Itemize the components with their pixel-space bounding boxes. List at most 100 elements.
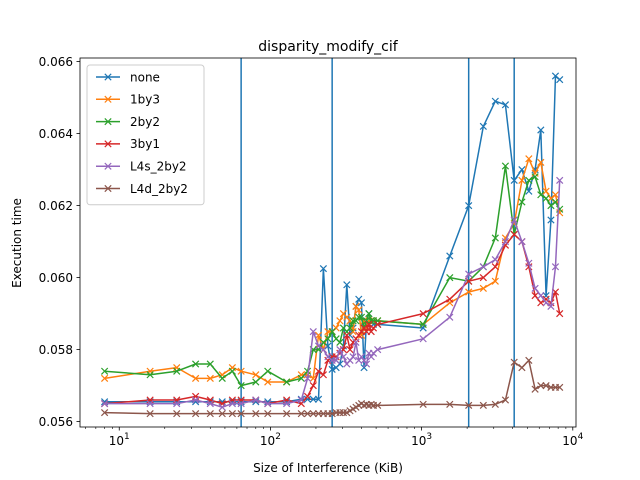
data-point-marker	[218, 410, 226, 418]
data-point-marker	[252, 371, 260, 379]
data-point-marker	[547, 302, 555, 311]
x-tick-label: 103	[411, 432, 432, 448]
y-axis-title: Execution time	[10, 198, 24, 288]
data-point-marker	[479, 284, 487, 293]
data-point-marker	[491, 255, 499, 264]
data-point-marker	[349, 353, 357, 361]
data-point-marker	[374, 320, 382, 329]
data-point-marker	[446, 400, 454, 408]
data-point-marker	[374, 401, 382, 410]
data-point-marker	[336, 345, 344, 354]
data-point-marker	[374, 345, 382, 354]
data-point-marker	[100, 374, 109, 383]
data-point-marker	[218, 374, 226, 383]
data-point-marker	[297, 396, 305, 404]
data-point-marker	[206, 399, 214, 408]
data-point-marker	[355, 306, 363, 314]
data-point-marker	[346, 345, 354, 354]
data-point-marker	[228, 410, 236, 418]
data-point-marker	[518, 198, 526, 206]
data-point-marker	[501, 237, 510, 246]
data-point-marker	[228, 367, 236, 375]
data-point-marker	[367, 327, 375, 336]
data-point-marker	[542, 299, 550, 307]
data-point-marker	[264, 378, 272, 386]
data-point-marker	[173, 367, 181, 375]
data-point-marker	[173, 399, 181, 408]
legend-swatch-marker	[104, 73, 112, 81]
data-point-marker	[314, 395, 323, 403]
legend-label: 2by2	[130, 115, 160, 129]
data-point-marker	[328, 365, 336, 374]
data-point-marker	[314, 367, 323, 375]
data-point-marker	[332, 356, 340, 365]
data-point-marker	[146, 410, 154, 418]
data-point-marker	[446, 252, 454, 260]
data-point-marker	[446, 313, 454, 321]
data-point-marker	[309, 327, 317, 336]
data-point-marker	[264, 410, 272, 418]
data-point-marker	[510, 230, 518, 239]
data-point-marker	[146, 399, 154, 408]
legend-item: 2by2	[96, 115, 160, 129]
data-point-marker	[531, 173, 539, 181]
data-point-marker	[336, 338, 344, 347]
data-point-marker	[100, 367, 109, 375]
data-point-marker	[479, 263, 487, 271]
data-point-marker	[264, 367, 272, 375]
chart-title: disparity_modify_cif	[258, 39, 398, 55]
data-point-marker	[491, 277, 499, 285]
legend-label: L4s_2by2	[130, 160, 187, 174]
legend-item: L4d_2by2	[96, 182, 188, 196]
legend-label: none	[130, 70, 160, 84]
data-point-marker	[324, 335, 332, 343]
series-line-L4s_2by2	[104, 180, 561, 408]
plot-area: 0.056 0.058 0.060 0.062 0.064 0.066 101 102 103 1…	[39, 55, 584, 448]
data-point-marker	[542, 381, 550, 390]
data-point-marker	[218, 403, 226, 411]
y-tick-label: 0.060	[39, 271, 73, 285]
data-point-marker	[343, 281, 351, 289]
series-line-2by2	[104, 165, 561, 387]
data-point-marker	[551, 263, 560, 271]
data-point-marker	[303, 392, 312, 401]
data-point-marker	[303, 410, 312, 418]
data-point-marker	[491, 97, 499, 105]
x-tick-label: 104	[562, 432, 583, 448]
data-point-marker	[297, 410, 305, 418]
data-point-marker	[547, 201, 555, 210]
data-point-marker	[191, 360, 200, 368]
data-point-marker	[355, 331, 363, 339]
legend-item: L4s_2by2	[96, 160, 187, 174]
data-point-marker	[518, 363, 526, 372]
data-point-marker	[491, 263, 499, 271]
data-point-marker	[365, 309, 373, 318]
data-point-marker	[556, 176, 564, 185]
data-point-marker	[173, 410, 181, 418]
data-point-marker	[491, 400, 499, 408]
data-point-marker	[252, 410, 260, 418]
data-point-marker	[303, 395, 312, 403]
y-tick-label: 0.062	[39, 199, 73, 213]
data-point-marker	[309, 381, 317, 390]
data-point-marker	[206, 410, 214, 418]
data-point-marker	[252, 396, 260, 404]
data-point-marker	[531, 284, 539, 293]
data-point-marker	[531, 291, 539, 300]
data-point-marker	[206, 360, 214, 368]
data-point-marker	[419, 335, 427, 343]
data-point-marker	[360, 363, 368, 372]
data-point-marker	[297, 374, 305, 383]
data-point-marker	[518, 237, 526, 246]
data-point-marker	[542, 187, 550, 195]
x-axis-title: Size of Interference (KiB)	[253, 461, 403, 475]
data-point-marker	[531, 385, 539, 393]
data-point-marker	[283, 399, 291, 408]
data-point-marker	[218, 398, 226, 406]
data-point-marker	[542, 194, 550, 203]
data-point-marker	[303, 367, 312, 375]
data-point-marker	[510, 216, 518, 224]
data-point-marker	[357, 299, 366, 307]
data-point-marker	[501, 396, 510, 404]
